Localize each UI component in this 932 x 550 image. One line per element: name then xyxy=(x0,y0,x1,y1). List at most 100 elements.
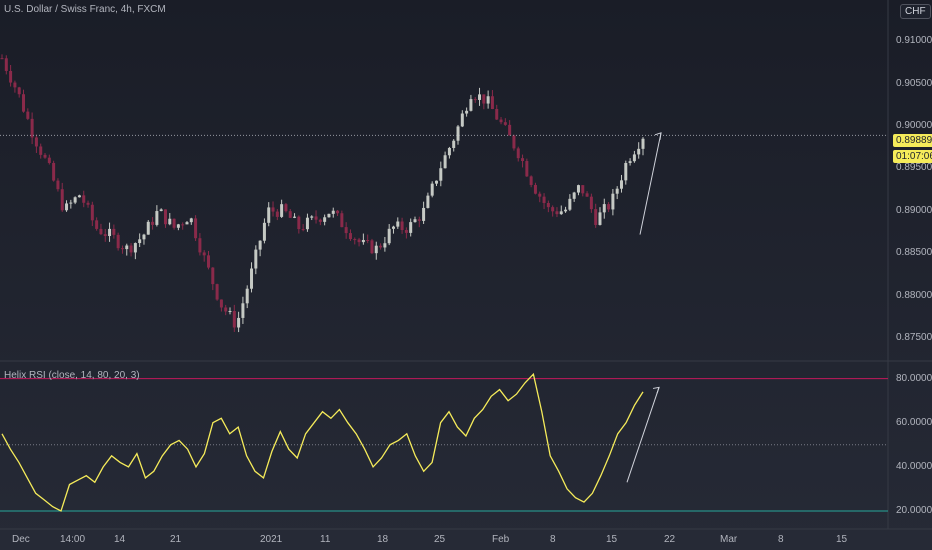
time-tick-label: Feb xyxy=(492,534,510,545)
candle-body xyxy=(340,213,344,228)
candle-body xyxy=(469,99,473,111)
time-tick-label: 14 xyxy=(114,534,126,545)
candle-body xyxy=(310,216,314,218)
candle-body xyxy=(430,183,434,196)
candle-body xyxy=(628,161,632,163)
candle-body xyxy=(267,207,271,223)
candle-body xyxy=(460,113,464,127)
candle-body xyxy=(516,148,520,159)
candle-body xyxy=(525,161,529,177)
candle-body xyxy=(581,185,585,194)
candle-body xyxy=(202,252,206,256)
candle-body xyxy=(0,58,4,60)
candle-body xyxy=(142,234,146,240)
candle-body xyxy=(211,267,215,285)
candle-body xyxy=(103,234,107,237)
candle-body xyxy=(611,193,615,210)
currency-button[interactable]: CHF xyxy=(900,4,931,19)
candle-body xyxy=(473,99,477,101)
time-tick-label: 8 xyxy=(550,534,556,545)
candle-body xyxy=(624,162,628,181)
candle-body xyxy=(69,202,73,204)
price-arrow-head xyxy=(654,132,662,140)
candle-body xyxy=(112,228,116,235)
candle-body xyxy=(4,58,8,71)
candle-body xyxy=(176,224,180,228)
candle-body xyxy=(422,207,426,221)
candle-body xyxy=(559,211,563,215)
candle-body xyxy=(568,198,572,210)
time-tick-label: 15 xyxy=(606,534,618,545)
time-tick-label: 25 xyxy=(434,534,446,545)
candle-body xyxy=(594,209,598,225)
candle-body xyxy=(305,217,309,230)
candle-body xyxy=(413,219,417,223)
price-arrow-line xyxy=(639,132,662,235)
candle-body xyxy=(387,228,391,244)
candle-body xyxy=(275,211,279,217)
candle-body xyxy=(293,216,297,218)
candle-body xyxy=(348,233,352,240)
candle-body xyxy=(146,221,150,235)
candle-body xyxy=(39,146,43,155)
price-tick-label: 0.89000 xyxy=(896,204,932,216)
price-tick-label: 0.90500 xyxy=(896,77,932,89)
price-tick-label: 0.88500 xyxy=(896,247,932,259)
candle-body xyxy=(73,197,77,203)
candle-body xyxy=(447,147,451,156)
candle-body xyxy=(237,317,241,328)
candle-body xyxy=(82,195,86,203)
candle-body xyxy=(116,234,120,249)
time-tick-label: 21 xyxy=(170,534,182,545)
candle-body xyxy=(400,221,404,231)
candle-body xyxy=(301,229,305,231)
candle-body xyxy=(280,204,284,217)
time-tick-label: 2021 xyxy=(260,534,283,545)
candle-body xyxy=(478,94,482,100)
candle-body xyxy=(503,122,507,125)
candle-body xyxy=(602,204,606,213)
price-tick-label: 0.88000 xyxy=(896,289,932,301)
candle-body xyxy=(56,180,60,190)
candle-body xyxy=(125,245,129,250)
time-tick-label: Mar xyxy=(720,534,738,545)
candle-body xyxy=(241,303,245,318)
candle-body xyxy=(284,204,288,212)
price-tick-label: 0.89500 xyxy=(896,162,932,174)
candle-body xyxy=(206,255,210,268)
candle-body xyxy=(47,157,51,163)
time-tick-label: 8 xyxy=(778,534,784,545)
candle-body xyxy=(383,243,387,248)
rsi-line xyxy=(1,372,644,512)
time-tick-label: 18 xyxy=(377,534,389,545)
rsi-arrow-head xyxy=(652,386,660,394)
candle-body xyxy=(228,310,232,312)
candle-body xyxy=(366,239,370,241)
candle-body xyxy=(163,209,167,225)
candle-body xyxy=(86,202,90,205)
candle-body xyxy=(641,138,645,149)
candle-body xyxy=(495,109,499,120)
candle-body xyxy=(323,217,327,222)
candle-body xyxy=(542,196,546,203)
candle-body xyxy=(52,162,56,181)
candle-body xyxy=(632,154,636,162)
candle-body xyxy=(151,221,155,225)
candle-body xyxy=(327,213,331,218)
time-tick-label: Dec xyxy=(12,534,30,545)
candle-body xyxy=(353,239,357,241)
candle-body xyxy=(572,192,576,199)
price-tick-label: 0.90000 xyxy=(896,120,932,131)
candle-body xyxy=(194,218,198,239)
candle-body xyxy=(181,224,185,226)
candle-body xyxy=(198,238,202,253)
candle-body xyxy=(99,228,103,235)
candle-body xyxy=(529,176,533,185)
candle-body xyxy=(452,140,456,148)
candle-body xyxy=(168,218,172,225)
candle-body xyxy=(95,220,99,229)
